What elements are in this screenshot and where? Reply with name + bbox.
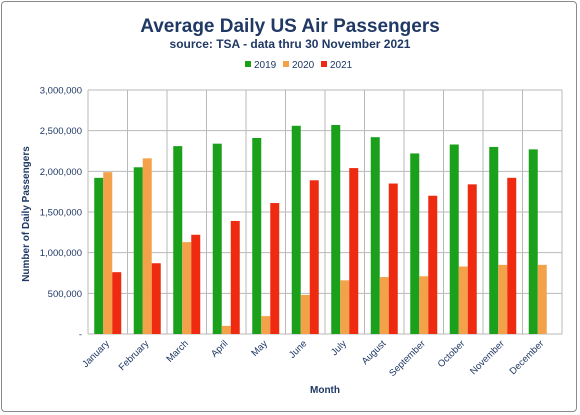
x-tick-label: December xyxy=(508,338,547,377)
legend-swatch-2020 xyxy=(283,61,289,67)
y-tick-label: 1,500,000 xyxy=(40,208,82,219)
chart-title: Average Daily US Air Passengers xyxy=(140,16,440,37)
legend-label-2019: 2019 xyxy=(254,60,277,71)
x-tick-label: November xyxy=(468,338,507,377)
bar-2021-april xyxy=(230,220,240,334)
x-tick-label: August xyxy=(360,338,389,367)
bars xyxy=(94,124,547,335)
bar-2019-may xyxy=(252,137,262,334)
bar-2020-february xyxy=(142,158,152,334)
bar-2019-january xyxy=(94,177,104,334)
bar-2021-october xyxy=(467,184,477,334)
y-tick-label: 500,000 xyxy=(48,289,82,300)
x-tick-label: September xyxy=(387,338,428,379)
legend-label-2021: 2021 xyxy=(330,60,353,71)
chart-subtitle: source: TSA - data thru 30 November 2021 xyxy=(170,37,411,51)
bar-2020-october xyxy=(458,266,468,334)
x-tick-label: May xyxy=(249,338,270,359)
bar-2019-december xyxy=(528,149,538,334)
y-tick-label: 2,000,000 xyxy=(40,167,82,178)
bar-2019-march xyxy=(173,146,183,334)
bar-2021-june xyxy=(309,180,319,334)
x-axis-ticks: January February March April May June July Augu… xyxy=(80,338,546,379)
x-tick-label: July xyxy=(329,338,349,358)
bar-2020-august xyxy=(379,277,389,334)
bar-2020-november xyxy=(498,264,508,334)
bar-2020-january xyxy=(103,172,113,334)
bar-2020-march xyxy=(182,242,192,334)
legend-label-2020: 2020 xyxy=(292,60,315,71)
bar-2019-november xyxy=(489,146,499,334)
bar-2020-july xyxy=(340,280,350,334)
gridlines xyxy=(87,89,563,335)
y-tick-label: - xyxy=(79,330,82,341)
bar-2019-august xyxy=(370,137,380,334)
x-tick-label: June xyxy=(287,338,309,360)
bar-2021-february xyxy=(151,263,161,334)
bar-2020-december xyxy=(537,264,547,334)
x-tick-label: October xyxy=(436,338,468,370)
bar-2020-may xyxy=(261,316,271,334)
bar-2019-june xyxy=(291,125,301,334)
legend-swatch-2021 xyxy=(321,61,327,67)
bar-2021-november xyxy=(507,177,517,334)
bar-2019-february xyxy=(133,167,143,334)
x-tick-label: February xyxy=(117,338,152,373)
bar-2019-april xyxy=(212,143,222,334)
y-axis-ticks: - 500,000 1,000,000 1,500,000 2,000,000 2,500… xyxy=(40,86,82,341)
bar-2021-may xyxy=(270,203,280,334)
y-tick-label: 2,500,000 xyxy=(40,126,82,137)
x-tick-label: January xyxy=(80,338,112,370)
bar-2020-september xyxy=(419,276,429,334)
y-tick-label: 3,000,000 xyxy=(40,86,82,97)
legend: 2019 2020 2021 xyxy=(245,60,353,71)
legend-swatch-2019 xyxy=(245,61,251,67)
bar-2020-june xyxy=(300,294,310,334)
bar-2021-september xyxy=(428,195,438,334)
bar-2021-march xyxy=(191,234,201,334)
bar-2019-september xyxy=(410,153,420,334)
y-axis-title: Number of Daily Passengers xyxy=(21,146,32,282)
bar-2021-august xyxy=(388,183,398,334)
x-tick-label: April xyxy=(209,338,230,359)
bar-2020-april xyxy=(221,325,231,334)
bar-2021-july xyxy=(349,168,359,334)
x-tick-label: March xyxy=(164,338,190,364)
bar-2021-january xyxy=(112,272,122,334)
bar-2019-october xyxy=(449,144,459,334)
x-axis-title: Month xyxy=(310,385,340,396)
y-tick-label: 1,000,000 xyxy=(40,248,82,259)
bar-2019-july xyxy=(331,124,341,335)
